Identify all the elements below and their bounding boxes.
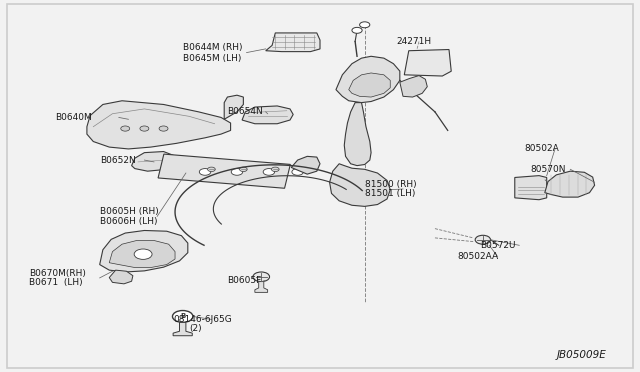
Text: 81500 (RH): 81500 (RH): [365, 180, 417, 189]
Circle shape: [159, 126, 168, 131]
Polygon shape: [344, 103, 371, 166]
Text: B0652N: B0652N: [100, 155, 136, 164]
Text: B0645M (LH): B0645M (LH): [182, 54, 241, 62]
Polygon shape: [330, 164, 390, 206]
Polygon shape: [132, 151, 175, 171]
Text: 80502AA: 80502AA: [458, 252, 499, 261]
Polygon shape: [515, 176, 547, 200]
Circle shape: [231, 169, 243, 175]
Polygon shape: [109, 270, 133, 284]
Text: B0640M: B0640M: [55, 113, 92, 122]
Circle shape: [271, 167, 279, 171]
Text: B: B: [180, 314, 186, 320]
Circle shape: [121, 126, 130, 131]
Circle shape: [292, 169, 303, 175]
Circle shape: [207, 167, 215, 171]
Text: B0605H (RH): B0605H (RH): [100, 208, 159, 217]
Polygon shape: [336, 56, 400, 103]
Text: B0671  (LH): B0671 (LH): [29, 278, 83, 287]
Circle shape: [173, 311, 193, 323]
Polygon shape: [291, 156, 320, 174]
Text: (2): (2): [189, 324, 202, 333]
Text: B0644M (RH): B0644M (RH): [182, 42, 242, 51]
Circle shape: [140, 126, 149, 131]
Circle shape: [263, 169, 275, 175]
Circle shape: [352, 28, 362, 33]
Text: B0572U: B0572U: [479, 241, 515, 250]
Circle shape: [239, 167, 247, 171]
Polygon shape: [400, 76, 428, 97]
Polygon shape: [266, 33, 320, 52]
Polygon shape: [545, 171, 595, 197]
Polygon shape: [173, 323, 192, 336]
Text: JB05009E: JB05009E: [556, 350, 606, 360]
Polygon shape: [404, 49, 451, 76]
Text: 08146-6J65G: 08146-6J65G: [173, 315, 232, 324]
Text: 24271H: 24271H: [397, 37, 432, 46]
Polygon shape: [100, 231, 188, 272]
Polygon shape: [109, 240, 175, 267]
Polygon shape: [158, 154, 291, 188]
Polygon shape: [87, 101, 230, 149]
Polygon shape: [224, 95, 243, 119]
Circle shape: [253, 272, 269, 282]
Polygon shape: [349, 73, 390, 97]
Text: 80570N: 80570N: [531, 165, 566, 174]
Text: B0606H (LH): B0606H (LH): [100, 217, 157, 226]
Text: B0670M(RH): B0670M(RH): [29, 269, 86, 278]
Text: 81501 (LH): 81501 (LH): [365, 189, 415, 198]
Circle shape: [199, 169, 211, 175]
Circle shape: [475, 235, 490, 244]
Circle shape: [134, 249, 152, 259]
Polygon shape: [242, 106, 293, 124]
Text: 80502A: 80502A: [524, 144, 559, 153]
Circle shape: [360, 22, 370, 28]
Text: B0605F: B0605F: [227, 276, 262, 285]
Polygon shape: [255, 282, 268, 292]
Text: B0654N: B0654N: [227, 108, 263, 116]
